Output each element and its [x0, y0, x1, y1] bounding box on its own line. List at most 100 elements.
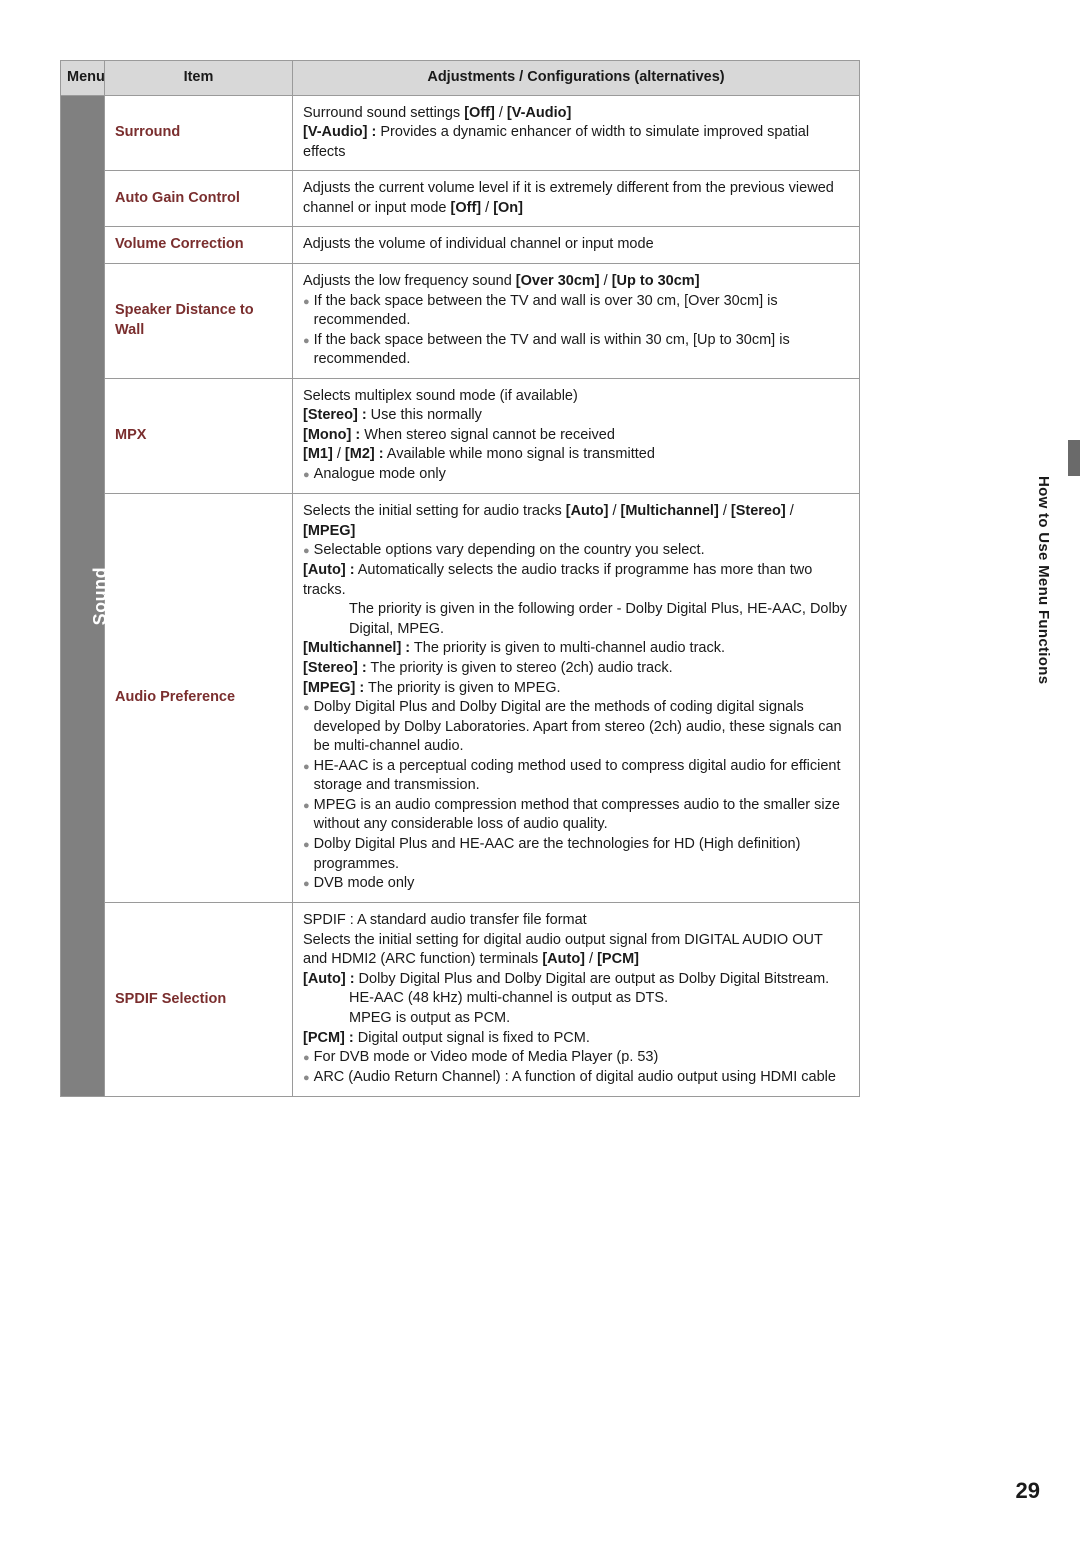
table-row: SoundSurroundSurround sound settings [Of…	[61, 95, 860, 171]
desc-line: [PCM] : Digital output signal is fixed t…	[303, 1029, 849, 1049]
bullet-text: ARC (Audio Return Channel) : A function …	[314, 1068, 849, 1088]
description-cell: Selects multiplex sound mode (if availab…	[293, 378, 860, 493]
text: Provides a dynamic enhancer of width to …	[303, 124, 809, 160]
item-name-cell: Speaker Distance to Wall	[105, 263, 293, 378]
text: MPEG is output as PCM.	[349, 1010, 510, 1026]
text: If the back space between the TV and wal…	[314, 293, 778, 329]
section-side-label: How to Use Menu Functions	[1035, 476, 1052, 684]
description-cell: Adjusts the current volume level if it i…	[293, 171, 860, 227]
header-menu: Menu	[61, 61, 105, 96]
desc-bullet: ●For DVB mode or Video mode of Media Pla…	[303, 1048, 849, 1068]
bullet-text: Selectable options vary depending on the…	[314, 541, 849, 561]
bullet-text: If the back space between the TV and wal…	[314, 331, 849, 370]
text: Automatically selects the audio tracks i…	[303, 562, 812, 598]
text: /	[719, 503, 731, 519]
bold-text: [PCM] :	[303, 1030, 354, 1046]
desc-indent-line: MPEG is output as PCM.	[303, 1009, 849, 1029]
desc-line: [Stereo] : Use this normally	[303, 406, 849, 426]
bullet-dot-icon: ●	[303, 1048, 310, 1068]
desc-bullet: ●Dolby Digital Plus and Dolby Digital ar…	[303, 698, 849, 757]
item-name-cell: Surround	[105, 95, 293, 171]
desc-indent-line: HE-AAC (48 kHz) multi-channel is output …	[303, 989, 849, 1009]
item-name-cell: Auto Gain Control	[105, 171, 293, 227]
description-cell: Adjusts the volume of individual channel…	[293, 227, 860, 264]
bullet-dot-icon: ●	[303, 465, 310, 485]
bold-text: [Over 30cm]	[516, 273, 600, 289]
text: The priority is given to MPEG.	[364, 680, 560, 696]
table-row: MPX Selects multiplex sound mode (if avai…	[61, 378, 860, 493]
item-name-cell: MPX	[105, 378, 293, 493]
text: The priority is given in the following o…	[349, 601, 847, 637]
desc-bullet: ●If the back space between the TV and wa…	[303, 331, 849, 370]
text: MPEG is an audio compression method that…	[314, 797, 840, 833]
bullet-text: Dolby Digital Plus and Dolby Digital are…	[314, 698, 849, 757]
text: When stereo signal cannot be received	[360, 427, 615, 443]
text: For DVB mode or Video mode of Media Play…	[314, 1049, 659, 1065]
text: /	[600, 273, 612, 289]
bold-text: [M2] :	[345, 446, 384, 462]
text: Dolby Digital Plus and Dolby Digital are…	[314, 699, 842, 754]
table-row: SPDIF Selection SPDIF : A standard audio …	[61, 903, 860, 1097]
text: HE-AAC (48 kHz) multi-channel is output …	[349, 990, 668, 1006]
bullet-dot-icon: ●	[303, 835, 310, 855]
text: Selectable options vary depending on the…	[314, 542, 705, 558]
table-row: Speaker Distance to Wall Adjusts the low …	[61, 263, 860, 378]
bullet-dot-icon: ●	[303, 1068, 310, 1088]
table-header-row: Menu Item Adjustments / Configurations (…	[61, 61, 860, 96]
desc-bullet: ●Selectable options vary depending on th…	[303, 541, 849, 561]
description-cell: SPDIF : A standard audio transfer file f…	[293, 903, 860, 1097]
bold-text: [Stereo]	[731, 503, 786, 519]
text: /	[585, 951, 597, 967]
desc-line: SPDIF : A standard audio transfer file f…	[303, 911, 849, 931]
table-row: Audio PreferenceSelects the initial sett…	[61, 494, 860, 903]
text: /	[495, 105, 507, 121]
desc-line: [V-Audio] : Provides a dynamic enhancer …	[303, 123, 849, 162]
page-number: 29	[1016, 1478, 1040, 1504]
desc-line: [Auto] : Automatically selects the audio…	[303, 561, 849, 600]
desc-line: Selects multiplex sound mode (if availab…	[303, 387, 849, 407]
bold-text: [Up to 30cm]	[612, 273, 700, 289]
desc-bullet: ●ARC (Audio Return Channel) : A function…	[303, 1068, 849, 1088]
desc-line: [M1] / [M2] : Available while mono signa…	[303, 445, 849, 465]
bold-text: [Off]	[451, 200, 482, 216]
bold-text: [Off]	[464, 105, 495, 121]
desc-line: [Mono] : When stereo signal cannot be re…	[303, 426, 849, 446]
desc-indent-line: The priority is given in the following o…	[303, 600, 849, 639]
desc-line: Selects the initial setting for audio tr…	[303, 502, 849, 541]
text: Dolby Digital Plus and Dolby Digital are…	[355, 971, 830, 987]
text: /	[608, 503, 620, 519]
desc-line: Adjusts the volume of individual channel…	[303, 235, 849, 255]
text: Analogue mode only	[314, 466, 446, 482]
bold-text: [Multichannel]	[621, 503, 719, 519]
table-row: Volume CorrectionAdjusts the volume of i…	[61, 227, 860, 264]
desc-line: [Stereo] : The priority is given to ster…	[303, 659, 849, 679]
text: The priority is given to multi-channel a…	[410, 640, 725, 656]
bullet-dot-icon: ●	[303, 757, 310, 777]
bold-text: [Auto] :	[303, 971, 355, 987]
bold-text: [PCM]	[597, 951, 639, 967]
bold-text: [Auto]	[566, 503, 609, 519]
bold-text: [Auto] :	[303, 562, 355, 578]
desc-line: Adjusts the low frequency sound [Over 30…	[303, 272, 849, 292]
text: Available while mono signal is transmitt…	[384, 446, 655, 462]
description-cell: Selects the initial setting for audio tr…	[293, 494, 860, 903]
text: Digital output signal is fixed to PCM.	[354, 1030, 590, 1046]
text: Surround sound settings	[303, 105, 464, 121]
text: /	[481, 200, 493, 216]
bullet-text: Dolby Digital Plus and HE-AAC are the te…	[314, 835, 849, 874]
header-desc: Adjustments / Configurations (alternativ…	[293, 61, 860, 96]
desc-line: [MPEG] : The priority is given to MPEG.	[303, 679, 849, 699]
bullet-text: HE-AAC is a perceptual coding method use…	[314, 757, 849, 796]
desc-line: [Auto] : Dolby Digital Plus and Dolby Di…	[303, 970, 849, 990]
header-item: Item	[105, 61, 293, 96]
bullet-text: MPEG is an audio compression method that…	[314, 796, 849, 835]
item-name-cell: SPDIF Selection	[105, 903, 293, 1097]
bold-text: [Stereo] :	[303, 660, 367, 676]
desc-line: Surround sound settings [Off] / [V-Audio…	[303, 104, 849, 124]
text: Dolby Digital Plus and HE-AAC are the te…	[314, 836, 801, 872]
text: If the back space between the TV and wal…	[314, 332, 790, 368]
text: /	[333, 446, 345, 462]
bold-text: [Auto]	[542, 951, 585, 967]
menu-reference-page: Menu Item Adjustments / Configurations (…	[60, 60, 860, 1097]
text: HE-AAC is a perceptual coding method use…	[314, 758, 841, 794]
